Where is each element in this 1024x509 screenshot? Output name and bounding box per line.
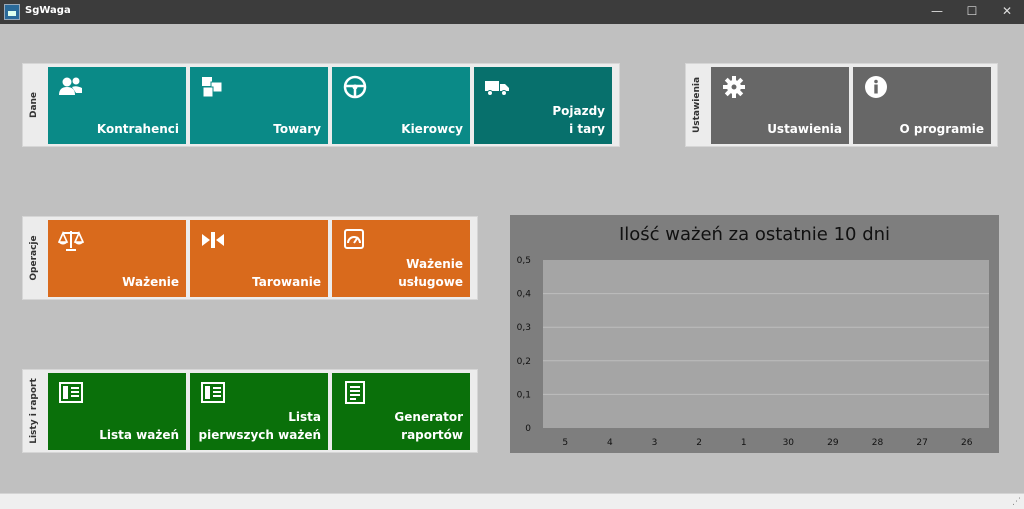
gear-icon bbox=[723, 76, 745, 98]
tile-kierowcy[interactable]: Kierowcy bbox=[332, 67, 470, 144]
tile-tarowanie[interactable]: Tarowanie bbox=[190, 220, 328, 297]
tile-label: Ustawienia bbox=[767, 122, 842, 136]
tile-label: Ważenie bbox=[122, 275, 179, 289]
tile-label: Generator raportów bbox=[394, 410, 463, 442]
minimize-button[interactable]: — bbox=[931, 4, 943, 18]
contacts-icon bbox=[59, 77, 82, 95]
tile-generator-raportow[interactable]: Generator raportów bbox=[332, 373, 470, 450]
chart-plot-area bbox=[543, 260, 989, 428]
gauge-icon bbox=[344, 229, 364, 249]
title-bar: SgWaga — ☐ ✕ bbox=[0, 0, 1024, 24]
window-title: SgWaga bbox=[25, 5, 71, 16]
scale-icon bbox=[58, 231, 84, 251]
tile-label: Lista ważeń bbox=[99, 428, 179, 442]
tile-label: Kontrahenci bbox=[96, 122, 179, 136]
tile-label: Lista pierwszych ważeń bbox=[198, 410, 321, 442]
group-label-dane: Dane bbox=[29, 91, 39, 119]
list-icon bbox=[59, 382, 83, 403]
group-label-ustawienia: Ustawienia bbox=[692, 76, 702, 134]
tile-label: Towary bbox=[273, 122, 321, 136]
tile-label: O programie bbox=[899, 122, 985, 136]
chart-title: Ilość ważeń za ostatnie 10 dni bbox=[618, 224, 891, 245]
app-logo-icon bbox=[4, 4, 20, 20]
tile-ustawienia[interactable]: Ustawienia bbox=[711, 67, 849, 144]
info-icon bbox=[865, 76, 887, 98]
group-label-operacje: Operacje bbox=[29, 235, 39, 281]
group-dane: Dane Kontrahenci Towary Kierowcy bbox=[22, 63, 620, 147]
maximize-button[interactable]: ☐ bbox=[966, 4, 978, 18]
group-ustawienia: Ustawienia Ustawienia O programie bbox=[685, 63, 998, 147]
tile-towary[interactable]: Towary bbox=[190, 67, 328, 144]
tile-lista-wazen[interactable]: Lista ważeń bbox=[48, 373, 186, 450]
steering-wheel-icon bbox=[343, 75, 367, 99]
resize-grip-icon[interactable]: ⋰ bbox=[1012, 497, 1021, 507]
tile-kontrahenci[interactable]: Kontrahenci bbox=[48, 67, 186, 144]
group-listy: Listy i raport Lista ważeń Lista pierwsz… bbox=[22, 369, 478, 453]
list-icon bbox=[201, 382, 225, 403]
boxes-icon bbox=[202, 77, 223, 98]
group-operacje: Operacje Ważenie Tarowanie Ważenie usług… bbox=[22, 216, 478, 300]
tile-pojazdy[interactable]: Pojazdy i tary bbox=[474, 67, 612, 144]
tile-label: Kierowcy bbox=[401, 122, 463, 136]
truck-icon bbox=[485, 81, 509, 96]
report-icon bbox=[345, 381, 365, 404]
tile-o-programie[interactable]: O programie bbox=[853, 67, 991, 144]
tile-wazenie-uslugowe[interactable]: Ważenie usługowe bbox=[332, 220, 470, 297]
tile-label: Pojazdy i tary bbox=[552, 104, 605, 136]
tile-label: Tarowanie bbox=[252, 275, 321, 289]
status-bar: ⋰ bbox=[0, 493, 1024, 509]
group-label-listy: Listy i raport bbox=[29, 378, 39, 444]
tare-icon bbox=[202, 232, 224, 248]
close-button[interactable]: ✕ bbox=[1001, 4, 1013, 18]
tile-lista-pierwszych-wazen[interactable]: Lista pierwszych ważeń bbox=[190, 373, 328, 450]
tile-label: Ważenie usługowe bbox=[398, 257, 463, 289]
tile-wazenie[interactable]: Ważenie bbox=[48, 220, 186, 297]
